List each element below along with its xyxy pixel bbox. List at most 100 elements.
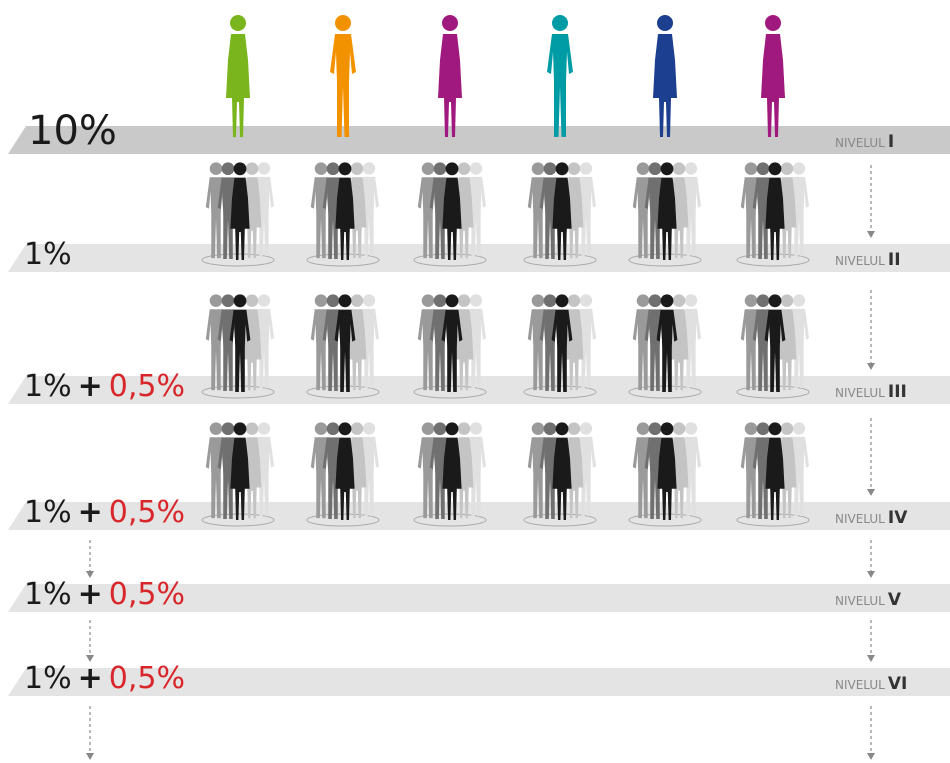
person-head xyxy=(327,294,340,307)
person-head xyxy=(363,294,375,306)
person-silhouette xyxy=(547,15,573,137)
person-head xyxy=(442,15,458,31)
person-head xyxy=(532,422,545,435)
level-numeral: III xyxy=(888,382,907,402)
percent: 1% xyxy=(24,661,72,696)
person-head xyxy=(580,294,592,306)
person-head xyxy=(637,294,650,307)
person-head xyxy=(793,294,805,306)
person-head xyxy=(458,162,471,175)
person-head xyxy=(580,162,592,174)
person-head xyxy=(351,294,364,307)
level-percent: 1% xyxy=(24,237,72,272)
person-head xyxy=(685,294,697,306)
person-head xyxy=(434,294,447,307)
person-head xyxy=(757,162,770,175)
person-head xyxy=(793,162,805,174)
person-head xyxy=(327,162,340,175)
person-silhouette xyxy=(243,294,262,390)
level-label: NIVELUL xyxy=(835,386,885,400)
person-head xyxy=(556,162,569,175)
person-head xyxy=(422,294,435,307)
person-head xyxy=(556,422,569,435)
person-head xyxy=(580,422,592,434)
person-head xyxy=(552,15,568,31)
person-head xyxy=(422,162,435,175)
person-head xyxy=(661,294,674,307)
arrow-head xyxy=(86,753,94,760)
bonus-percent: 0,5% xyxy=(109,661,185,696)
person-head xyxy=(637,422,650,435)
person-head xyxy=(363,422,375,434)
person-head xyxy=(258,422,270,434)
person-head xyxy=(363,162,375,174)
level-label: NIVELUL xyxy=(835,512,885,526)
person-head xyxy=(745,162,758,175)
person-head xyxy=(315,162,328,175)
plus-sign: + xyxy=(78,369,103,404)
person-head xyxy=(673,422,686,435)
person-head xyxy=(757,422,770,435)
person-head xyxy=(544,294,557,307)
person-head xyxy=(246,422,259,435)
person-head xyxy=(210,162,223,175)
person-head xyxy=(544,422,557,435)
person-head xyxy=(258,294,270,306)
person-head xyxy=(757,294,770,307)
person-body xyxy=(547,34,573,137)
bonus-percent: 0,5% xyxy=(109,577,185,612)
arrow-head xyxy=(867,753,875,760)
person-head xyxy=(649,422,662,435)
person-head xyxy=(446,422,459,435)
person-head xyxy=(470,294,482,306)
arrow-head xyxy=(867,363,875,370)
person-head xyxy=(246,162,259,175)
person-silhouette xyxy=(761,15,785,137)
person-head xyxy=(446,162,459,175)
percent: 1% xyxy=(24,577,72,612)
person-body xyxy=(761,34,785,137)
level-label: NIVELUL xyxy=(835,594,885,608)
person-silhouette xyxy=(455,294,474,390)
person-head xyxy=(793,422,805,434)
level-percent: 10% xyxy=(28,108,117,154)
level-label: NIVELUL xyxy=(835,678,885,692)
percent: 10% xyxy=(28,108,117,154)
level-numeral: V xyxy=(888,590,902,610)
person-head xyxy=(745,294,758,307)
person-silhouette xyxy=(226,15,250,137)
person-silhouette xyxy=(670,294,689,390)
person-head xyxy=(446,294,459,307)
person-body xyxy=(438,34,462,137)
percent: 1% xyxy=(24,495,72,530)
level-label: NIVELUL xyxy=(835,136,885,150)
person-silhouette xyxy=(565,294,584,390)
person-head xyxy=(685,162,697,174)
person-head xyxy=(637,162,650,175)
person-head xyxy=(769,294,782,307)
person-head xyxy=(339,422,352,435)
person-head xyxy=(351,162,364,175)
person-silhouette xyxy=(778,294,797,390)
level-numeral: I xyxy=(888,132,894,152)
person-head xyxy=(769,162,782,175)
person-head xyxy=(673,162,686,175)
plus-sign: + xyxy=(78,495,103,530)
percent: 1% xyxy=(24,369,72,404)
level-diagram: 10%NIVELULI1%NIVELULII1%+0,5%NIVELULIII1… xyxy=(0,0,950,763)
bonus-percent: 0,5% xyxy=(109,369,185,404)
person-head xyxy=(673,294,686,307)
level-numeral: IV xyxy=(888,508,908,528)
person-head xyxy=(661,162,674,175)
person-head xyxy=(685,422,697,434)
person-head xyxy=(458,422,471,435)
person-head xyxy=(568,294,581,307)
person-head xyxy=(315,422,328,435)
plus-sign: + xyxy=(78,577,103,612)
person-silhouette xyxy=(330,15,356,137)
person-head xyxy=(532,294,545,307)
person-silhouette xyxy=(653,15,677,137)
person-head xyxy=(258,162,270,174)
person-head xyxy=(222,422,235,435)
person-head xyxy=(544,162,557,175)
